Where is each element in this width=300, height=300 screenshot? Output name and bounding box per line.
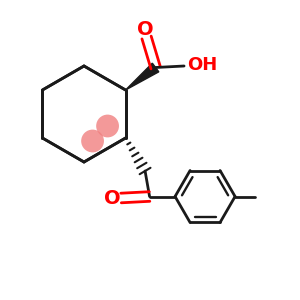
Text: O: O xyxy=(137,20,153,39)
Polygon shape xyxy=(126,63,159,90)
Circle shape xyxy=(81,130,104,152)
Text: O: O xyxy=(104,188,120,208)
Text: OH: OH xyxy=(187,56,217,74)
Circle shape xyxy=(96,115,119,137)
